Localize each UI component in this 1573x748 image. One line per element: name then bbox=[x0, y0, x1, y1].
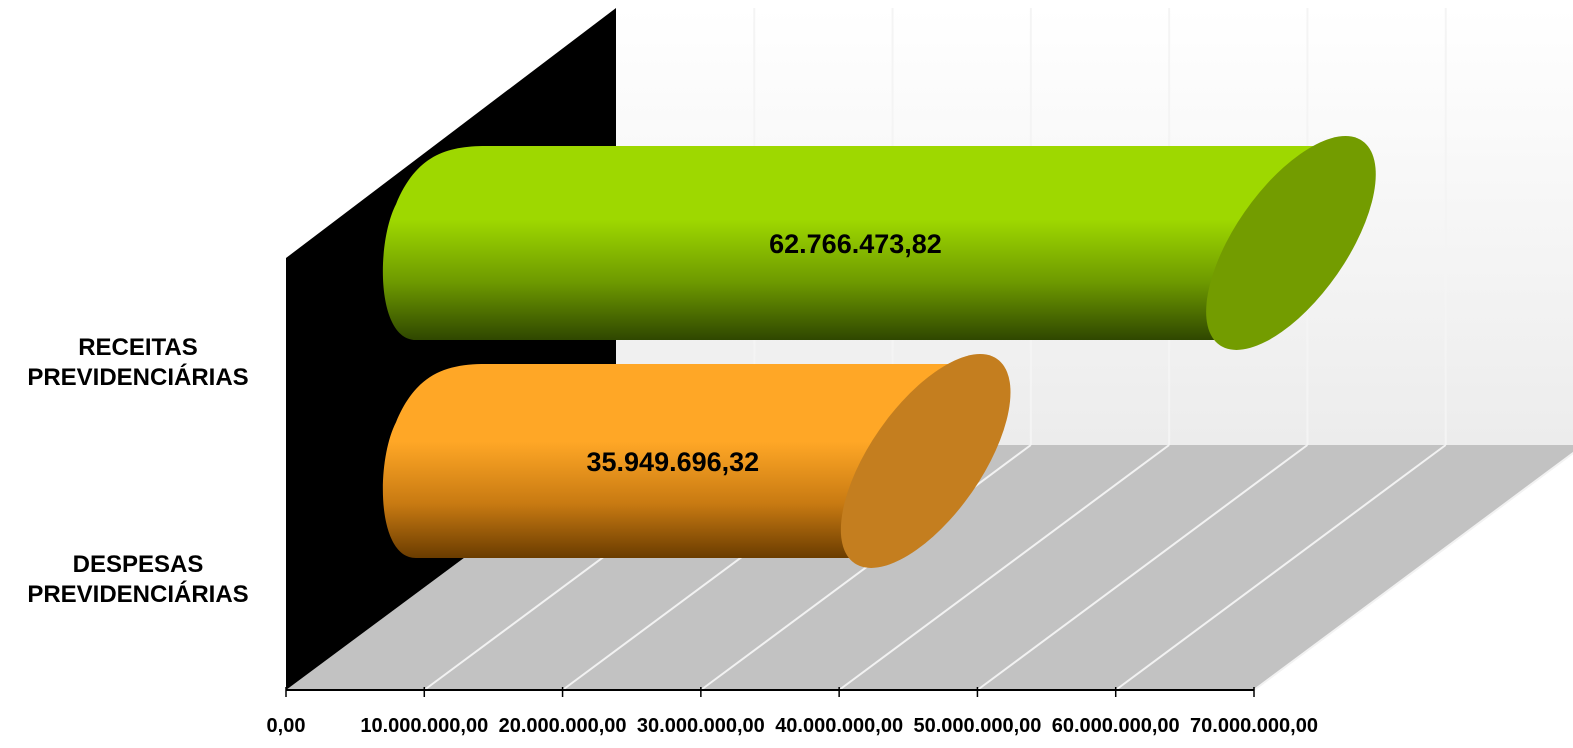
x-tick-label: 30.000.000,00 bbox=[637, 715, 765, 737]
category-label: DESPESAS PREVIDENCIÁRIAS bbox=[27, 551, 248, 608]
gridline bbox=[976, 444, 1309, 691]
category-label-line: PREVIDENCIÁRIAS bbox=[27, 363, 248, 391]
x-tick-label: 50.000.000,00 bbox=[913, 715, 1041, 737]
bar bbox=[382, 364, 985, 558]
x-tick-label: 70.000.000,00 bbox=[1190, 715, 1318, 737]
x-tick-label: 20.000.000,00 bbox=[499, 715, 627, 737]
category-label-line: PREVIDENCIÁRIAS bbox=[27, 580, 248, 608]
x-tick-label: 40.000.000,00 bbox=[775, 715, 903, 737]
bar-data-label: 62.766.473,82 bbox=[769, 229, 942, 259]
x-tick-label: 60.000.000,00 bbox=[1052, 715, 1180, 737]
bar-end-cap bbox=[840, 354, 1011, 568]
category-label-line: RECEITAS bbox=[78, 334, 198, 361]
category-label-line: DESPESAS bbox=[73, 551, 204, 578]
x-tick-label: 0,00 bbox=[267, 715, 306, 737]
bar bbox=[382, 146, 1351, 340]
gridline bbox=[838, 444, 1170, 691]
x-tick-label: 10.000.000,00 bbox=[360, 715, 488, 737]
bar-end-cap bbox=[1206, 136, 1376, 350]
gridline bbox=[1115, 444, 1447, 691]
bar-data-label: 35.949.696,32 bbox=[587, 447, 760, 477]
gridline bbox=[1253, 451, 1573, 691]
category-label: RECEITAS PREVIDENCIÁRIAS bbox=[27, 334, 248, 391]
